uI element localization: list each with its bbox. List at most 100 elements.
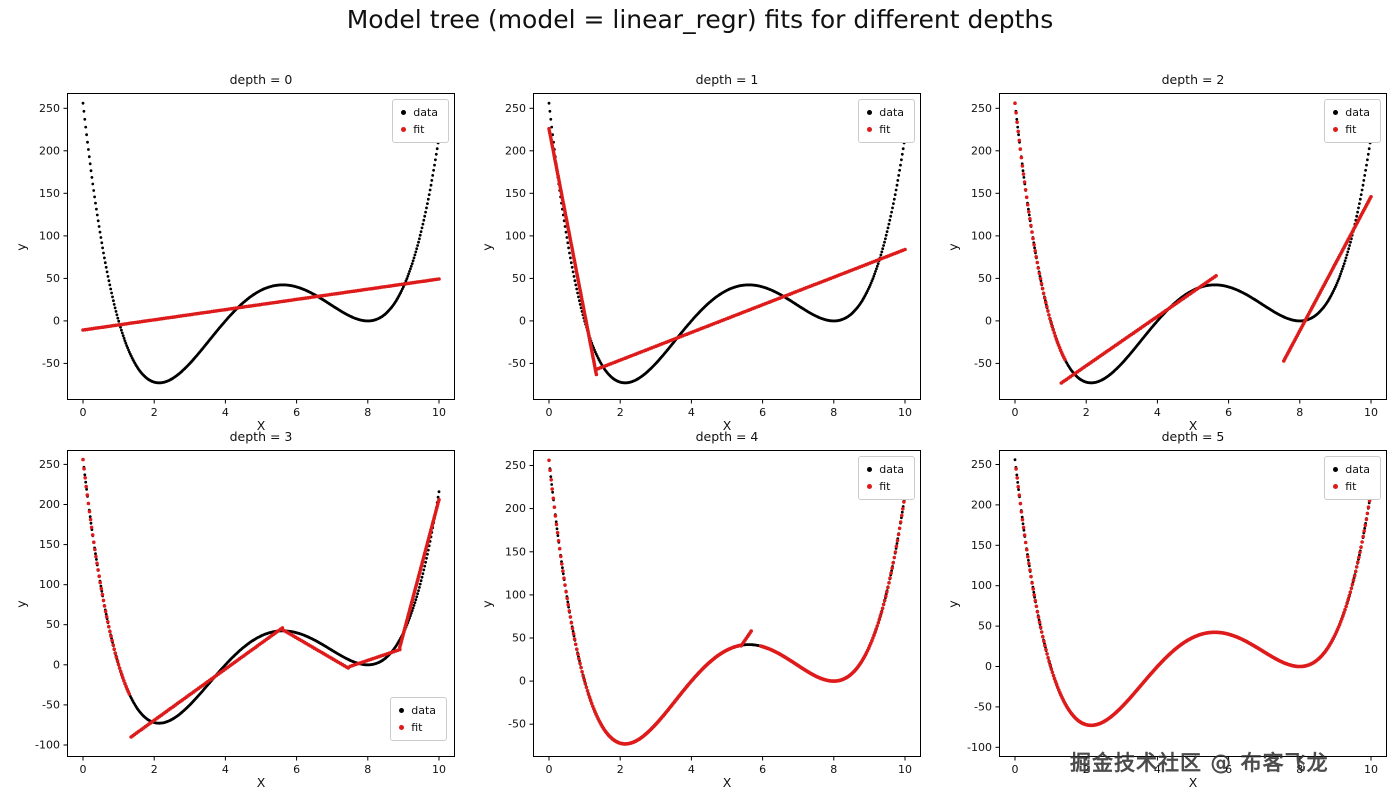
x-tick-label: 8 bbox=[364, 763, 371, 776]
y-tick-label: -100 bbox=[967, 741, 992, 754]
subplot-depth-1: depth = 1 y 0 2 4 6 8 10 -50 0 50 100 150 200 250 X … bbox=[480, 72, 921, 433]
y-tick-label: 200 bbox=[505, 502, 526, 515]
legend-entry-data: data bbox=[1333, 104, 1370, 121]
x-tick-label: 4 bbox=[688, 406, 695, 419]
x-tick-label: 2 bbox=[151, 763, 158, 776]
legend: data fit bbox=[1324, 456, 1381, 500]
x-ticks: 0 2 4 6 8 10 bbox=[80, 757, 446, 776]
y-tick-label: -50 bbox=[974, 357, 992, 370]
fit-points bbox=[547, 126, 907, 377]
fit-marker-icon bbox=[1333, 127, 1339, 132]
y-tick-label: 250 bbox=[39, 458, 60, 471]
y-tick-label: 150 bbox=[971, 187, 992, 200]
y-tick-label: 200 bbox=[39, 498, 60, 511]
y-tick-label: -50 bbox=[974, 700, 992, 713]
subplot-title: depth = 1 bbox=[695, 72, 759, 87]
legend-entry-data: data bbox=[399, 702, 436, 719]
y-tick-label: 250 bbox=[39, 102, 60, 115]
x-tick-label: 10 bbox=[1364, 763, 1378, 776]
y-tick-label: 250 bbox=[971, 102, 992, 115]
x-tick-label: 4 bbox=[222, 763, 229, 776]
y-tick-label: 0 bbox=[519, 675, 526, 688]
fit-marker-icon bbox=[401, 127, 407, 132]
y-tick-label: 250 bbox=[971, 458, 992, 471]
legend: data fit bbox=[858, 99, 915, 143]
subplot-title: depth = 5 bbox=[1161, 429, 1225, 444]
y-tick-label: 100 bbox=[505, 229, 526, 242]
x-tick-label: 10 bbox=[432, 763, 446, 776]
data-points bbox=[1013, 101, 1373, 385]
legend-data-label: data bbox=[413, 106, 438, 119]
legend-fit-label: fit bbox=[1345, 480, 1357, 493]
x-ticks: 0 2 4 6 8 10 bbox=[546, 757, 912, 776]
y-tick-label: 150 bbox=[505, 545, 526, 558]
axes-spines bbox=[533, 450, 921, 757]
y-tick-label: 0 bbox=[985, 314, 992, 327]
x-tick-label: 4 bbox=[688, 763, 695, 776]
y-tick-label: 150 bbox=[505, 187, 526, 200]
x-tick-label: 2 bbox=[1083, 406, 1090, 419]
legend-data-label: data bbox=[1345, 463, 1370, 476]
x-tick-label: 8 bbox=[1296, 763, 1303, 776]
legend-fit-label: fit bbox=[413, 123, 425, 136]
y-tick-label: -50 bbox=[508, 718, 526, 731]
y-tick-label: 0 bbox=[53, 658, 60, 671]
fit-marker-icon bbox=[867, 484, 873, 489]
fit-points bbox=[1013, 101, 1373, 385]
x-tick-label: 0 bbox=[80, 406, 87, 419]
data-marker-icon bbox=[399, 708, 405, 713]
axes-spines bbox=[999, 450, 1387, 757]
subplot-title: depth = 0 bbox=[229, 72, 293, 87]
x-tick-label: 4 bbox=[1154, 406, 1161, 419]
axes-spines bbox=[999, 93, 1387, 400]
x-tick-label: 8 bbox=[830, 406, 837, 419]
y-tick-label: 200 bbox=[971, 498, 992, 511]
x-tick-label: 8 bbox=[1296, 406, 1303, 419]
y-tick-label: -50 bbox=[508, 357, 526, 370]
y-tick-label: 250 bbox=[505, 102, 526, 115]
y-ticks: -50 0 50 100 150 200 250 bbox=[971, 102, 999, 370]
data-marker-icon bbox=[1333, 467, 1339, 472]
plot-area: 0 2 4 6 8 10 -100 -50 0 50 100 150 200 250 bbox=[35, 450, 455, 776]
x-tick-label: 0 bbox=[546, 406, 553, 419]
data-marker-icon bbox=[1333, 110, 1339, 115]
plot-area: 0 2 4 6 8 10 -100 -50 0 50 100 150 200 250 bbox=[967, 450, 1387, 776]
y-tick-label: 200 bbox=[971, 144, 992, 157]
legend-fit-label: fit bbox=[879, 123, 891, 136]
x-tick-label: 2 bbox=[617, 763, 624, 776]
legend-data-label: data bbox=[879, 463, 904, 476]
legend-entry-fit: fit bbox=[867, 121, 904, 138]
fit-points bbox=[1014, 467, 1372, 728]
legend-data-label: data bbox=[879, 106, 904, 119]
y-ticks: -50 0 50 100 150 200 250 bbox=[39, 102, 67, 370]
x-tick-label: 4 bbox=[1154, 763, 1161, 776]
x-tick-label: 6 bbox=[1225, 763, 1232, 776]
x-tick-label: 6 bbox=[293, 406, 300, 419]
plot-area: 0 2 4 6 8 10 -50 0 50 100 150 200 250 bbox=[971, 93, 1387, 419]
legend-entry-fit: fit bbox=[867, 478, 904, 495]
y-axis-label: y bbox=[945, 242, 961, 251]
y-tick-label: 50 bbox=[46, 272, 60, 285]
y-tick-label: 50 bbox=[512, 272, 526, 285]
y-tick-label: 0 bbox=[985, 660, 992, 673]
fit-points bbox=[81, 457, 441, 739]
x-tick-label: 0 bbox=[1012, 406, 1019, 419]
x-tick-label: 0 bbox=[80, 763, 87, 776]
figure-title: Model tree (model = linear_regr) fits fo… bbox=[346, 5, 1054, 34]
y-tick-label: 100 bbox=[39, 578, 60, 591]
data-points bbox=[81, 101, 441, 385]
y-tick-label: 150 bbox=[39, 187, 60, 200]
x-ticks: 0 2 4 6 8 10 bbox=[1012, 400, 1378, 419]
x-tick-label: 0 bbox=[1012, 763, 1019, 776]
x-axis-label: X bbox=[1188, 775, 1198, 790]
legend-fit-label: fit bbox=[879, 480, 891, 493]
subplot-depth-2: depth = 2 y 0 2 4 6 8 10 -50 0 50 100 150 200 250 X … bbox=[946, 72, 1387, 433]
subplot-depth-0: depth = 0 y 0 2 4 6 8 10 -50 0 50 100 150 200 250 X … bbox=[14, 72, 455, 433]
data-points bbox=[81, 458, 441, 725]
plot-area: 0 2 4 6 8 10 -50 0 50 100 150 200 250 bbox=[505, 450, 921, 776]
x-tick-label: 10 bbox=[432, 406, 446, 419]
y-tick-label: 50 bbox=[978, 272, 992, 285]
axes-spines bbox=[67, 450, 455, 757]
x-axis-label: X bbox=[722, 418, 732, 433]
x-tick-label: 10 bbox=[898, 406, 912, 419]
